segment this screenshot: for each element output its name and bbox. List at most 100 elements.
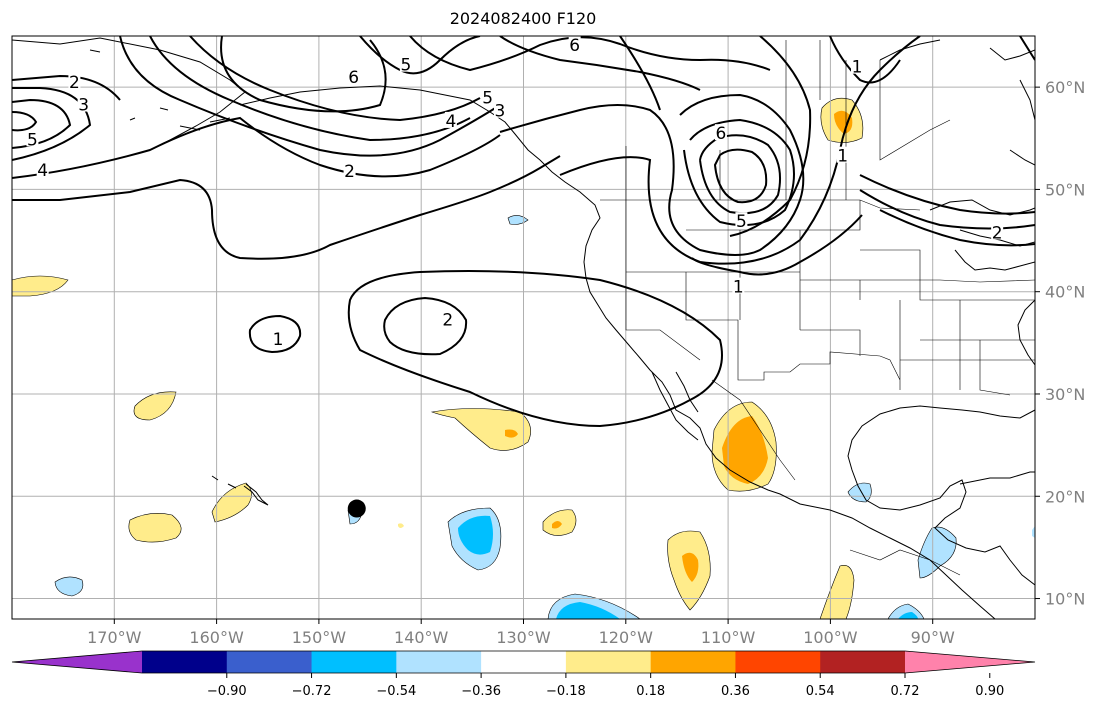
- border: [711, 379, 961, 576]
- anomaly-contours: [12, 36, 1035, 428]
- contour-line: [248, 314, 302, 354]
- contour-line: [409, 36, 771, 72]
- axis-ticks: 170°W 160°W 150°W 140°W 130°W 120°W 110°W 100°W…: [87, 78, 1085, 647]
- contour-line: [859, 174, 1035, 247]
- contour-label: 3: [78, 96, 89, 116]
- coastline: [879, 39, 1035, 166]
- contour-label: 5: [400, 56, 411, 76]
- lon-tick-label: 160°W: [189, 628, 244, 647]
- coastline: [89, 49, 231, 131]
- contour-line: [829, 36, 1035, 84]
- colorbar-tick-label: −0.90: [207, 684, 247, 699]
- lon-tick-label: 140°W: [394, 628, 449, 647]
- colorbar-segment: [142, 651, 228, 673]
- graticule: [12, 36, 1035, 619]
- coastline: [959, 471, 1035, 485]
- lon-tick-label: 150°W: [292, 628, 347, 647]
- contour-line: [559, 36, 921, 265]
- contour-label: 2: [992, 223, 1003, 243]
- coastline: [211, 475, 269, 506]
- anomaly-fill: [398, 523, 404, 528]
- location-marker: [347, 499, 366, 518]
- contour-label-bg: [444, 111, 457, 128]
- contour-label: 1: [837, 147, 848, 167]
- contour-label: 5: [482, 88, 493, 108]
- colorbar-tick-label: 0.36: [721, 684, 750, 699]
- anomaly-fill: [128, 513, 182, 543]
- contour-label: 1: [733, 278, 744, 298]
- anomaly-fill: [722, 416, 768, 484]
- contour-label-bg: [991, 223, 1004, 240]
- contour-label: 6: [348, 68, 359, 88]
- colorbar: −0.90 −0.72 −0.54 −0.36 −0.18 0.18 0.36 0.54 0.7…: [11, 650, 1036, 699]
- contour-label-bg: [441, 310, 454, 327]
- contour-label: 2: [442, 310, 453, 330]
- colorbar-segment: [311, 651, 397, 673]
- contour-line: [359, 36, 481, 75]
- colorbar-tick-label: 0.54: [806, 684, 835, 699]
- lat-tick-label: 40°N: [1045, 283, 1085, 302]
- lon-tick-label: 110°W: [701, 628, 756, 647]
- contour-label: 2: [344, 162, 355, 182]
- coastline: [1017, 299, 1035, 366]
- lon-tick-label: 170°W: [87, 628, 142, 647]
- contour-label-bg: [77, 95, 90, 112]
- political-borders: [600, 40, 1035, 576]
- contour-label: 1: [273, 330, 284, 350]
- contour-line: [683, 118, 795, 227]
- contour-label: 6: [716, 124, 727, 144]
- contour-line: [12, 111, 38, 132]
- anomaly-fill: [133, 391, 177, 421]
- contour-label: 4: [445, 112, 456, 132]
- colorbar-segment: [481, 651, 567, 673]
- coastline: [929, 199, 1035, 271]
- contour-label-bg: [836, 146, 849, 163]
- contour-label-bg: [26, 130, 39, 147]
- contour-label: 5: [736, 212, 747, 232]
- border: [600, 40, 1035, 396]
- anomaly-fill: [12, 275, 69, 297]
- colorbar-tick-label: −0.18: [546, 684, 586, 699]
- colorbar-tick-label: 0.18: [636, 684, 665, 699]
- contour-label-bg: [732, 277, 745, 294]
- colorbar-segment: [226, 651, 313, 673]
- contour-label-bg: [714, 124, 727, 141]
- contour-label-bg: [271, 329, 284, 346]
- contour-line: [12, 98, 72, 149]
- contour-line: [12, 116, 501, 179]
- lat-tick-label: 20°N: [1045, 487, 1085, 506]
- colorbar-tick-label: −0.54: [376, 684, 416, 699]
- contour-line: [189, 36, 481, 122]
- contour-line: [347, 270, 723, 428]
- contour-label-bg: [493, 101, 506, 118]
- contour-label: 2: [69, 73, 80, 93]
- lat-tick-label: 30°N: [1045, 385, 1085, 404]
- contour-label: 3: [495, 102, 506, 122]
- contour-label-bg: [850, 57, 863, 74]
- lat-tick-label: 60°N: [1045, 78, 1085, 97]
- anomaly-fill: [430, 408, 531, 451]
- contour-line: [383, 296, 468, 356]
- lat-tick-label: 50°N: [1045, 180, 1085, 199]
- anomaly-fill: [505, 429, 518, 438]
- anomaly-fill: [211, 482, 252, 523]
- contour-label: 6: [569, 36, 580, 56]
- contour-line: [220, 36, 387, 113]
- contour-label-bg: [735, 212, 748, 229]
- contour-line: [691, 214, 863, 276]
- lon-tick-label: 100°W: [803, 628, 858, 647]
- anomaly-fill: [552, 521, 562, 529]
- lat-tick-label: 10°N: [1045, 590, 1085, 609]
- colorbar-tick-label: −0.36: [461, 684, 501, 699]
- anomaly-fill: [54, 576, 84, 597]
- colorbar-segment: [396, 651, 482, 673]
- colorbar-extend-high: [905, 651, 1035, 673]
- contour-line: [119, 36, 501, 157]
- colorbar-outline: [11, 650, 1036, 674]
- colorbar-segment: [820, 651, 906, 673]
- contour-line: [12, 74, 121, 101]
- contour-label-bg: [481, 88, 494, 105]
- contour-label-bg: [347, 67, 360, 84]
